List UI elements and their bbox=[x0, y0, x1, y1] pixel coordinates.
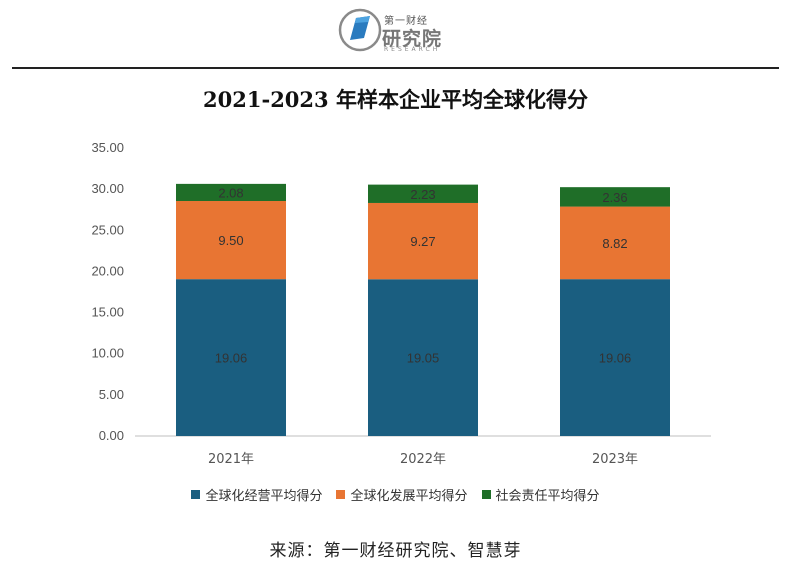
logo-book-icon bbox=[338, 8, 382, 52]
source-note: 来源：第一财经研究院、智慧芽 bbox=[269, 541, 522, 561]
data-label: 9.50 bbox=[218, 233, 243, 248]
header-divider bbox=[12, 67, 779, 69]
x-tick-label: 2023年 bbox=[592, 452, 638, 467]
y-tick-label: 15.00 bbox=[91, 305, 124, 320]
x-tick-label: 2021年 bbox=[208, 452, 254, 467]
bar-segment bbox=[560, 206, 670, 280]
legend-swatch-operations bbox=[191, 490, 201, 499]
data-label: 19.06 bbox=[215, 351, 248, 366]
legend-label-development: 全球化发展平均得分 bbox=[350, 489, 468, 504]
chart-legend: 全球化经营平均得分 全球化发展平均得分 社会责任平均得分 bbox=[0, 485, 791, 504]
legend-item-operations: 全球化经营平均得分 bbox=[191, 485, 322, 504]
data-label: 19.06 bbox=[599, 351, 632, 366]
bar-segment bbox=[368, 202, 478, 280]
bar-segment bbox=[368, 184, 478, 203]
legend-swatch-social bbox=[481, 490, 491, 499]
bar-segment bbox=[176, 183, 286, 201]
bar-segment bbox=[560, 279, 670, 436]
legend-label-social: 社会责任平均得分 bbox=[495, 489, 600, 504]
data-label: 2.08 bbox=[218, 185, 243, 200]
y-tick-label: 35.00 bbox=[91, 140, 124, 155]
logo: 第一财经 研究院 RESEARCH bbox=[338, 6, 458, 56]
bar-segment bbox=[560, 187, 670, 207]
legend-swatch-development bbox=[336, 490, 346, 499]
logo-main-text: 研究院 bbox=[382, 28, 443, 50]
logo-sub-text: RESEARCH bbox=[384, 46, 441, 53]
data-label: 2.36 bbox=[602, 190, 627, 205]
y-tick-label: 20.00 bbox=[91, 263, 124, 278]
data-label: 19.05 bbox=[407, 351, 440, 366]
logo-top-text: 第一财经 bbox=[384, 16, 428, 27]
bar-segment bbox=[176, 279, 286, 436]
legend-label-operations: 全球化经营平均得分 bbox=[205, 489, 323, 504]
y-tick-label: 10.00 bbox=[91, 346, 124, 361]
y-tick-label: 30.00 bbox=[91, 181, 124, 196]
legend-item-social: 社会责任平均得分 bbox=[481, 485, 600, 504]
bar-segment bbox=[368, 279, 478, 436]
stacked-bar-chart: 0.00 5.00 10.00 15.00 20.00 25.00 30.00 35.00 19… bbox=[91, 140, 711, 467]
bar-segment bbox=[176, 200, 286, 280]
data-label: 8.82 bbox=[602, 236, 627, 251]
chart-title: 2021-2023 年样本企业平均全球化得分 bbox=[203, 87, 588, 112]
data-label: 2.23 bbox=[410, 187, 435, 202]
y-tick-label: 0.00 bbox=[99, 428, 124, 443]
y-tick-label: 5.00 bbox=[99, 387, 124, 402]
x-tick-label: 2022年 bbox=[400, 452, 446, 467]
y-tick-label: 25.00 bbox=[91, 222, 124, 237]
legend-item-development: 全球化发展平均得分 bbox=[336, 485, 468, 504]
data-label: 9.27 bbox=[410, 234, 435, 249]
